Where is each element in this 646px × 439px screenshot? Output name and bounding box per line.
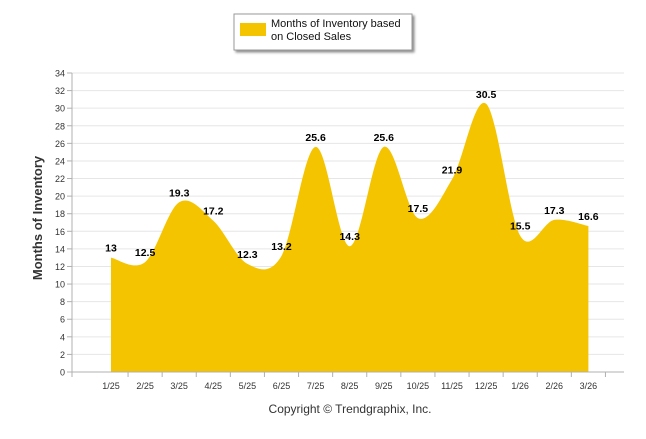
y-tick-label: 26	[55, 139, 65, 149]
y-tick-label: 4	[60, 332, 65, 342]
data-label: 30.5	[476, 89, 497, 101]
x-tick-label: 12/25	[475, 381, 498, 391]
x-tick-label: 1/25	[102, 381, 120, 391]
data-label: 25.6	[374, 132, 395, 144]
chart-legend: Months of Inventory based on Closed Sale…	[233, 13, 413, 51]
x-tick-label: 3/26	[580, 381, 598, 391]
data-label: 19.3	[169, 187, 190, 199]
legend-label-line-1: Months of Inventory based	[271, 18, 401, 30]
data-label: 15.5	[510, 221, 531, 233]
data-label: 17.5	[408, 203, 429, 215]
x-tick-label: 9/25	[375, 381, 393, 391]
y-tick-label: 6	[60, 315, 65, 325]
data-label: 17.2	[203, 206, 224, 218]
y-tick-label: 20	[55, 192, 65, 202]
area-series-months-of-inventory	[111, 102, 589, 372]
x-tick-label: 7/25	[307, 381, 325, 391]
y-tick-label: 28	[55, 121, 65, 131]
data-label: 25.6	[305, 132, 326, 144]
y-axis-title: Months of Inventory	[30, 155, 45, 280]
data-label: 13	[105, 243, 117, 255]
y-tick-label: 14	[55, 244, 65, 254]
legend-label-line-2: on Closed Sales	[271, 31, 352, 43]
x-tick-label: 5/25	[239, 381, 257, 391]
y-tick-label: 2	[60, 350, 65, 360]
y-tick-label: 32	[55, 86, 65, 96]
x-tick-label: 3/25	[170, 381, 188, 391]
data-label: 12.3	[237, 249, 258, 261]
data-label: 12.5	[135, 247, 156, 259]
y-tick-label: 10	[55, 280, 65, 290]
x-tick-label: 10/25	[407, 381, 430, 391]
y-tick-label: 30	[55, 104, 65, 114]
data-label: 16.6	[578, 211, 599, 223]
legend-swatch	[240, 23, 266, 36]
x-tick-label: 2/25	[136, 381, 154, 391]
y-tick-label: 8	[60, 297, 65, 307]
y-tick-label: 24	[55, 156, 65, 166]
x-tick-label: 11/25	[441, 381, 463, 391]
copyright-footer: Copyright © Trendgraphix, Inc.	[269, 402, 432, 416]
y-tick-label: 18	[55, 209, 65, 219]
y-tick-label: 0	[60, 368, 65, 378]
x-tick-label: 8/25	[341, 381, 359, 391]
y-tick-label: 16	[55, 227, 65, 237]
area-layer	[111, 102, 589, 372]
x-tick-label: 1/26	[511, 381, 529, 391]
y-tick-label: 22	[55, 174, 65, 184]
data-label-layer: 13 12.5 19.3 17.2 12.3 13.2 25.6 14.3 25.6 17.5 21…	[105, 89, 599, 261]
data-label: 13.2	[271, 241, 292, 253]
data-label: 21.9	[442, 164, 463, 176]
x-tick-label: 6/25	[273, 381, 291, 391]
data-label: 17.3	[544, 205, 565, 217]
data-label: 14.3	[339, 231, 360, 243]
x-tick-label: 2/26	[546, 381, 564, 391]
y-tick-label: 34	[55, 69, 65, 79]
y-tick-label: 12	[55, 262, 65, 272]
x-tick-label: 4/25	[205, 381, 223, 391]
